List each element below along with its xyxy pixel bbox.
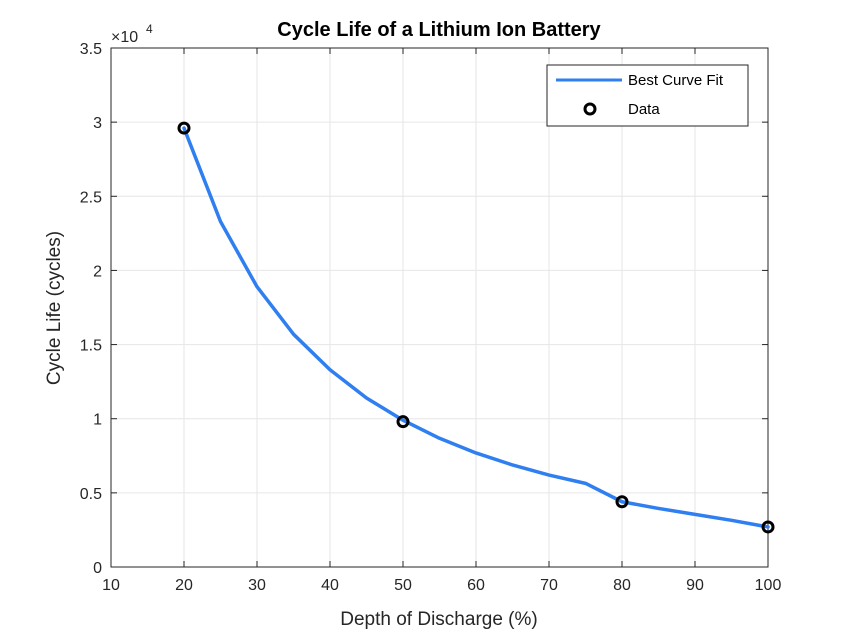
- y-tick-label: 0: [93, 560, 102, 577]
- legend: Best Curve Fit Data: [546, 64, 749, 127]
- series-line-best-curve-fit: [182, 126, 770, 529]
- y-tick-label: 2: [93, 263, 102, 280]
- chart-title: Cycle Life of a Lithium Ion Battery: [277, 19, 601, 41]
- x-tick-label: 90: [686, 577, 704, 594]
- plot-background: [111, 48, 768, 567]
- data-point: [761, 520, 775, 534]
- y-tick-label: 1: [93, 412, 102, 429]
- x-tick-label: 20: [175, 577, 193, 594]
- data-point: [177, 121, 191, 135]
- x-tick-label: 70: [540, 577, 558, 594]
- x-tick-label: 100: [755, 577, 782, 594]
- y-axis-exponent: ×10 4: [111, 22, 153, 46]
- x-tick-label: 80: [613, 577, 631, 594]
- x-tick-label: 40: [321, 577, 339, 594]
- y-axis-label: Cycle Life (cycles): [44, 231, 65, 385]
- y-tick-label: 0.5: [80, 486, 102, 503]
- legend-label-best-curve-fit: Best Curve Fit: [628, 72, 724, 89]
- data-point: [615, 495, 629, 509]
- y-tick-label: 3.5: [80, 41, 102, 58]
- axes: [110, 47, 769, 568]
- x-tick-label: 60: [467, 577, 485, 594]
- y-tick-label: 3: [93, 115, 102, 132]
- axes-box: [110, 47, 769, 568]
- data-point: [396, 415, 410, 429]
- x-tick-label: 50: [394, 577, 412, 594]
- y-exponent-power: 4: [146, 22, 153, 36]
- y-tick-label: 1.5: [80, 338, 102, 355]
- x-tick-label: 30: [248, 577, 266, 594]
- legend-swatch-data: [583, 102, 597, 116]
- legend-box: [546, 64, 749, 127]
- legend-label-data: Data: [628, 101, 660, 118]
- tick-labels: 10 20 30 40 50 60 70 80 90 100 0 0.5 1 1.5 2 2.5 3 3.5: [80, 41, 782, 594]
- x-axis-label: Depth of Discharge (%): [340, 609, 537, 630]
- y-exponent-base: ×10: [111, 29, 138, 46]
- x-tick-label: 10: [102, 577, 120, 594]
- series-layer: [177, 121, 775, 534]
- y-tick-label: 2.5: [80, 189, 102, 206]
